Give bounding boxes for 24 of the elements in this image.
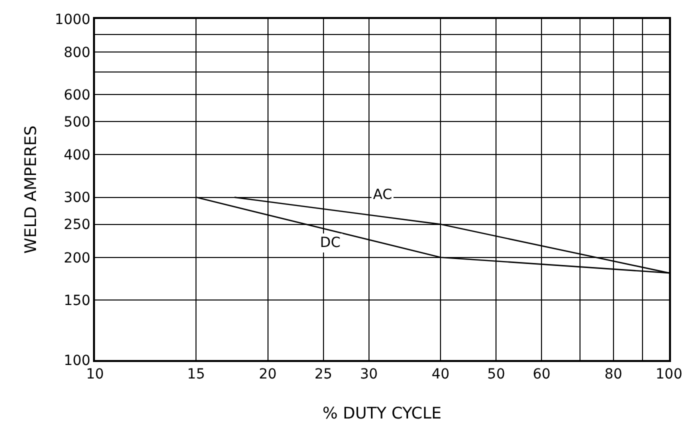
x-axis-title: % DUTY CYCLE [322,404,442,422]
y-tick-label: 800 [64,44,90,61]
series-label: AC [373,187,392,203]
x-tick-label: 100 [656,366,682,383]
y-tick-label: 250 [64,217,90,234]
x-tick-label: 80 [604,366,622,383]
y-axis-title: WELD AMPERES [21,125,40,254]
y-tick-label: 200 [64,250,90,266]
x-tick-label: 50 [487,366,506,383]
y-tick-label: 150 [64,292,90,309]
x-tick-label: 30 [360,366,378,383]
y-tick-label: 300 [64,190,90,206]
series-label: DC [320,235,341,251]
x-tick-label: 10 [86,366,104,383]
x-tick-label: 15 [187,366,205,383]
y-tick-label: 400 [64,148,90,164]
x-tick-label: 60 [532,366,551,383]
y-tick-label: 1000 [54,12,90,28]
y-tick-label: 100 [64,352,90,369]
x-tick-label: 25 [314,366,332,383]
y-tick-label: 500 [64,114,90,131]
y-tick-label: 600 [64,88,90,104]
x-tick-label: 40 [432,366,450,383]
x-tick-label: 20 [258,366,277,383]
